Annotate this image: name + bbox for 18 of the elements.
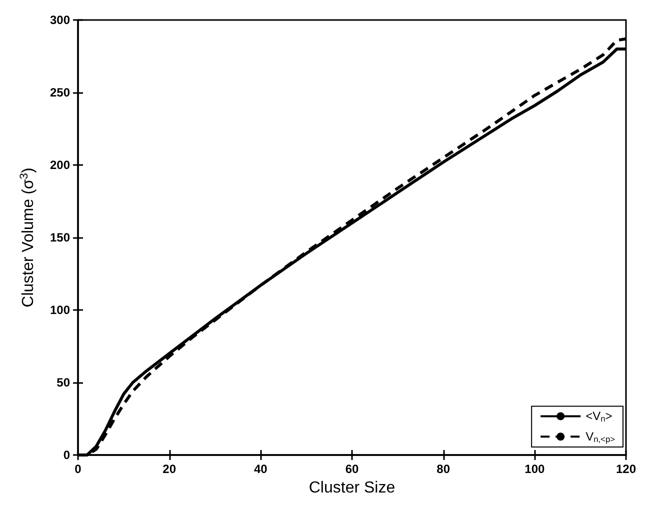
y-tick-label: 300 xyxy=(50,13,70,27)
x-tick-label: 20 xyxy=(162,462,176,476)
x-tick-label: 120 xyxy=(616,462,636,476)
x-tick-label: 60 xyxy=(345,462,359,476)
y-tick-label: 250 xyxy=(50,86,70,100)
legend-label: <Vn> xyxy=(586,409,612,424)
y-tick-label: 0 xyxy=(63,448,70,462)
legend-label: Vn,<p> xyxy=(586,430,616,444)
x-tick-label: 40 xyxy=(254,462,268,476)
y-axis-title: Cluster Volume (σ3) xyxy=(18,168,37,308)
x-tick-label: 80 xyxy=(436,462,450,476)
x-axis-title: Cluster Size xyxy=(308,479,396,496)
x-tick-label: 0 xyxy=(74,462,82,476)
y-tick-label: 200 xyxy=(50,158,70,172)
x-tick-label: 100 xyxy=(524,462,545,476)
y-tick-label: 150 xyxy=(50,230,70,244)
y-tick-label: 100 xyxy=(50,303,70,317)
y-tick-label: 50 xyxy=(56,376,70,390)
